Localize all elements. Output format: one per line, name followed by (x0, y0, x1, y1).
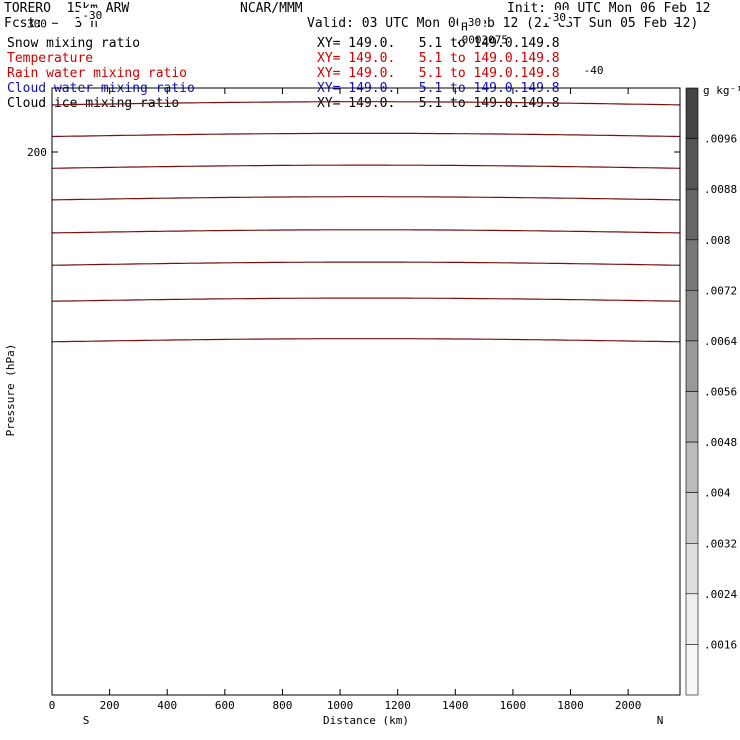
colorbar-swatch (685, 391, 699, 443)
x-tick-label: 1400 (442, 699, 469, 712)
plot-frame (51, 87, 681, 696)
isotherm (52, 164, 680, 169)
x-end-label-right: N (657, 714, 664, 727)
colorbar: .0096 .0088 .008 .0072 .0064 .0056 .0048 .004 .0… (685, 87, 737, 696)
label-backdrop (543, 9, 570, 23)
colorbar-tick-label: .0088 (704, 183, 737, 196)
legend-snow: Snow mixing ratio (7, 36, 141, 51)
legend-cloud-ice-xy: XY= 149.0. 5.1 to 149.0.149.8 (317, 96, 560, 111)
y-tick-label: 200 (27, 146, 47, 159)
y-axis-ticks: 2003004005006007008009001000 (27, 17, 680, 159)
x-tick-label: 400 (157, 699, 177, 712)
colorbar-swatch (685, 593, 699, 645)
x-end-label-left: S (83, 714, 90, 727)
colorbar-tick-label: .008 (704, 234, 731, 247)
isotherm (52, 13, 680, 26)
isotherm (52, 229, 680, 234)
colorbar-swatch (685, 87, 699, 139)
colorbar-tick-label: .0056 (704, 386, 737, 399)
isotherm (52, 297, 680, 302)
x-tick-label: 0 (49, 699, 56, 712)
x-tick-label: 200 (100, 699, 120, 712)
colorbar-tick-label: .0032 (704, 537, 737, 550)
isotherm (52, 261, 680, 266)
legend-temperature-xy: XY= 149.0. 5.1 to 149.0.149.8 (317, 51, 560, 66)
colorbar-swatch (685, 239, 699, 291)
colorbar-swatch (685, 340, 699, 392)
isotherm-label: -30 (546, 11, 566, 24)
colorbar-swatch (685, 644, 699, 696)
isotherm-label: -40 (584, 64, 604, 77)
x-tick-label: 1200 (384, 699, 411, 712)
x-tick-label: 600 (215, 699, 235, 712)
x-axis-ticks: 0 200 400 600 800 1000 1200 1400 1600 1800 2000 (49, 88, 642, 712)
x-axis-label: Distance (km) (323, 714, 409, 727)
legend-rain: Rain water mixing ratio (7, 66, 188, 81)
colorbar-swatch (685, 188, 699, 241)
colorbar-swatch (685, 542, 699, 595)
colorbar-unit: g kg⁻¹ (703, 84, 740, 97)
colorbar-swatch (685, 138, 699, 190)
isotherm (52, 40, 680, 43)
y-tick-label: 300 (27, 17, 47, 30)
x-tick-label: 1000 (327, 699, 354, 712)
y-axis-label: Pressure (hPa) (4, 344, 17, 437)
colorbar-swatch (685, 492, 699, 544)
legend-temperature: Temperature (7, 51, 94, 66)
colorbar-swatch (685, 289, 699, 342)
isotherm (52, 101, 680, 106)
contour-labels: -40-30-30-30-20-20-20-10-10-100001010102… (79, 7, 607, 77)
colorbar-tick-label: .0048 (704, 436, 737, 449)
colorbar-swatch (685, 441, 699, 494)
x-tick-label: 800 (273, 699, 293, 712)
x-tick-label: 1600 (500, 699, 527, 712)
isotherm-label: -30 (461, 16, 481, 29)
label-backdrop (580, 62, 607, 76)
colorbar-tick-label: .0016 (704, 638, 737, 651)
colorbar-tick-label: .0072 (704, 284, 737, 297)
maximum-marker: H (461, 21, 468, 34)
isotherm (52, 196, 680, 201)
legend-snow-xy: XY= 149.0. 5.1 to 149.0.149.8 (317, 36, 560, 51)
isotherm (52, 132, 680, 138)
colorbar-tick-label: .0064 (704, 335, 737, 348)
x-tick-label: 1800 (557, 699, 584, 712)
colorbar-tick-label: .0024 (704, 588, 737, 601)
x-tick-label: 2000 (615, 699, 642, 712)
forecast-hour: Fcst: 3 h (4, 16, 98, 31)
colorbar-tick-label: .004 (704, 487, 731, 500)
maximum-value: .0003075 (455, 34, 508, 47)
legend-rain-xy: XY= 149.0. 5.1 to 149.0.149.8 (317, 66, 560, 81)
center-title: NCAR/MMM (240, 1, 303, 16)
init-time: Init: 00 UTC Mon 06 Feb 12 (507, 1, 711, 16)
colorbar-tick-label: .0096 (704, 133, 737, 146)
label-backdrop (79, 7, 106, 21)
label-backdrop (458, 15, 485, 29)
isotherm (52, 338, 680, 343)
isotherm-label: -30 (82, 9, 102, 22)
isotherm-lines (52, 13, 680, 343)
